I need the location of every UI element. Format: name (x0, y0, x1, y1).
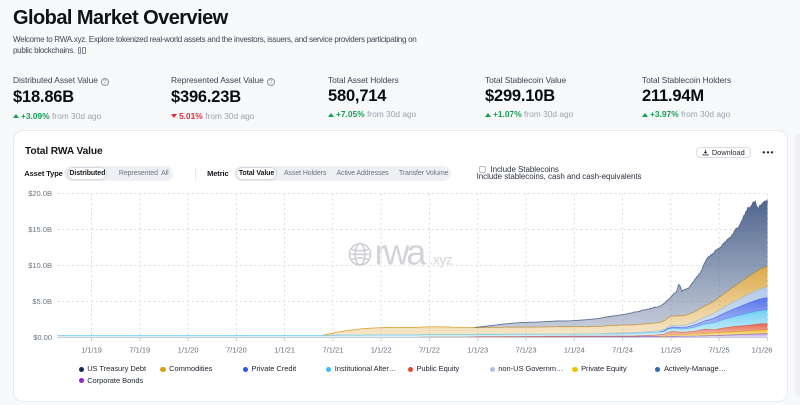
svg-text:1/1/22: 1/1/22 (371, 346, 392, 355)
svg-text:7/1/20: 7/1/20 (226, 346, 247, 355)
svg-text:1/1/19: 1/1/19 (81, 346, 102, 355)
svg-text:1/1/23: 1/1/23 (467, 346, 488, 355)
svg-text:1/1/24: 1/1/24 (564, 346, 585, 355)
svg-text:7/1/21: 7/1/21 (322, 346, 343, 355)
svg-text:7/1/24: 7/1/24 (612, 346, 633, 355)
svg-text:7/1/19: 7/1/19 (129, 346, 150, 355)
svg-text:$20.0B: $20.0B (28, 189, 52, 198)
svg-text:1/1/20: 1/1/20 (178, 346, 199, 355)
svg-text:7/1/23: 7/1/23 (516, 346, 537, 355)
svg-text:7/1/22: 7/1/22 (419, 346, 440, 355)
svg-text:7/1/25: 7/1/25 (709, 346, 730, 355)
svg-text:.xyz: .xyz (430, 253, 453, 268)
svg-text:$5.0B: $5.0B (32, 297, 52, 306)
svg-text:1/1/21: 1/1/21 (274, 346, 295, 355)
svg-text:1/1/25: 1/1/25 (660, 346, 681, 355)
svg-text:1/1/26: 1/1/26 (752, 346, 773, 355)
svg-text:rwa: rwa (375, 232, 428, 273)
svg-text:$15.0B: $15.0B (28, 225, 52, 234)
svg-text:$0.00: $0.00 (33, 333, 52, 342)
svg-text:$10.0B: $10.0B (28, 261, 52, 270)
